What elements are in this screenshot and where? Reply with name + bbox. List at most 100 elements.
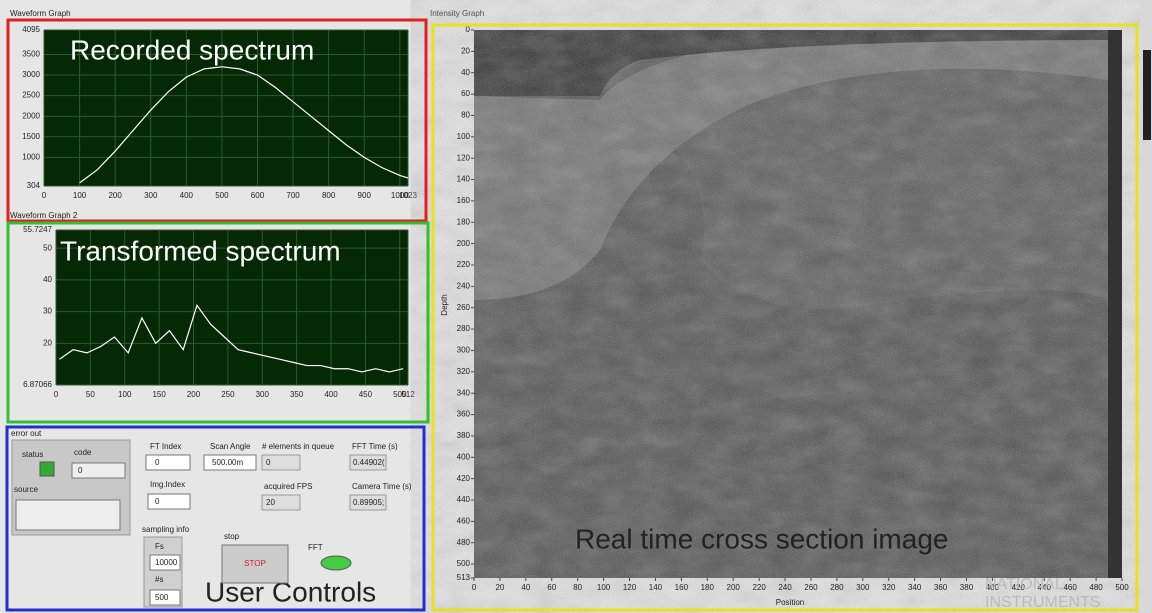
- label: error out: [11, 429, 42, 438]
- numeric[interactable]: [149, 589, 181, 606]
- y-tick-label: 320: [457, 367, 471, 376]
- x-tick-label: 480: [1089, 583, 1103, 592]
- label: code: [74, 448, 92, 457]
- numeric[interactable]: [149, 554, 181, 571]
- x-tick-label: 180: [701, 583, 715, 592]
- waveform: [79, 66, 409, 184]
- value: 0: [266, 458, 271, 467]
- text-box[interactable]: [15, 499, 121, 531]
- label: sampling info: [142, 525, 190, 534]
- waveform: [59, 303, 404, 373]
- x-tick-label: 0: [472, 583, 477, 592]
- scale-strip: [1108, 30, 1122, 578]
- y-tick-label: 480: [457, 538, 471, 547]
- y-tick-label: 6.87066: [23, 380, 52, 389]
- y-tick-label: 220: [457, 260, 471, 269]
- x-tick-label: 500: [215, 191, 229, 200]
- y-tick-label: 20: [461, 46, 470, 55]
- value: 0: [155, 458, 160, 467]
- y-tick-label: 120: [457, 153, 471, 162]
- stop-button[interactable]: [221, 544, 289, 584]
- x-tick-label: 360: [934, 583, 948, 592]
- highlight-box: [6, 221, 430, 424]
- y-tick-label: 420: [457, 474, 471, 483]
- highlight-box: [5, 425, 426, 612]
- watermark: INSTRUMENTS: [985, 594, 1101, 611]
- y-tick-label: 3000: [22, 70, 40, 79]
- x-tick-label: 300: [856, 583, 870, 592]
- y-tick-label: 3500: [22, 50, 40, 59]
- highlight-box: [431, 23, 1139, 612]
- x-tick-label: 100: [118, 390, 132, 399]
- x-tick-label: 800: [322, 191, 336, 200]
- x-tick-label: 150: [152, 390, 166, 399]
- x-tick-label: 260: [804, 583, 818, 592]
- x-tick-label: 450: [359, 390, 373, 399]
- x-tick-label: 20: [495, 583, 504, 592]
- scrollbar: [1140, 0, 1152, 613]
- y-tick-label: 280: [457, 324, 471, 333]
- x-tick-label: 300: [256, 390, 270, 399]
- plot-area: [44, 30, 408, 186]
- y-tick-label: 40: [461, 68, 470, 77]
- annotation: Transformed spectrum: [60, 235, 341, 266]
- numeric[interactable]: [203, 454, 257, 471]
- y-tick-label: 440: [457, 495, 471, 504]
- label: FFT: [308, 543, 323, 552]
- numeric[interactable]: [71, 462, 126, 479]
- waveform-graph: 0 100 200 300 400 500 600 700 800 900 100010233041…: [22, 25, 417, 200]
- x-tick-label: 380: [960, 583, 974, 592]
- x-tick-label: 350: [290, 390, 304, 399]
- graph-label: Intensity Graph: [430, 9, 484, 18]
- x-tick-label: 400: [986, 583, 1000, 592]
- x-tick-label: 320: [882, 583, 896, 592]
- label: FFT Time (s): [352, 442, 398, 451]
- x-tick-label: 600: [251, 191, 265, 200]
- indicator: [349, 494, 387, 511]
- x-tick-label: 400: [324, 390, 338, 399]
- y-tick-label: 240: [457, 281, 471, 290]
- x-tick-label: 700: [286, 191, 300, 200]
- label: acquired FPS: [264, 482, 312, 491]
- y-tick-label: 160: [457, 196, 471, 205]
- x-tick-label: 220: [752, 583, 766, 592]
- x-tick-label: 80: [573, 583, 582, 592]
- value: 500: [155, 593, 169, 602]
- intensity-graph: 0 20 40 60 80 100 120 140 160 180 200 220 240 260 280 3…: [440, 25, 1129, 607]
- scroll-thumb[interactable]: [1143, 50, 1151, 140]
- y-tick-label: 400: [457, 452, 471, 461]
- numeric[interactable]: [145, 454, 191, 471]
- y-tick-label: 513: [457, 573, 471, 582]
- button-text: STOP: [244, 559, 266, 568]
- numeric[interactable]: [147, 493, 191, 510]
- x-tick-label: 140: [649, 583, 663, 592]
- indicator: [261, 494, 301, 511]
- indicator: [261, 454, 301, 471]
- y-tick-label: 304: [27, 181, 41, 190]
- y-tick-label: 260: [457, 303, 471, 312]
- label: Scan Angle: [210, 442, 251, 451]
- graph-label: Waveform Graph 2: [10, 211, 78, 220]
- label: FT Index: [150, 442, 181, 451]
- x-tick-label: 100: [73, 191, 87, 200]
- value: 500.00m: [212, 458, 243, 467]
- y-tick-label: 30: [43, 307, 52, 316]
- label: #s: [155, 575, 163, 584]
- x-tick-label: 120: [623, 583, 637, 592]
- x-tick-label: 500: [393, 390, 407, 399]
- x-tick-label: 900: [358, 191, 372, 200]
- led: [320, 555, 352, 571]
- x-tick-label: 240: [778, 583, 792, 592]
- x-tick-label: 50: [86, 390, 95, 399]
- x-tick-label: 1000: [391, 191, 409, 200]
- value: 0: [78, 466, 83, 475]
- y-tick-label: 0: [466, 25, 471, 34]
- y-tick-label: 50: [43, 243, 52, 252]
- x-tick-label: 200: [727, 583, 741, 592]
- highlight-box: [6, 18, 428, 223]
- label: source: [14, 485, 39, 494]
- image-noise: [474, 30, 1108, 578]
- controls: error out status code 0 source FT Index …: [11, 429, 412, 608]
